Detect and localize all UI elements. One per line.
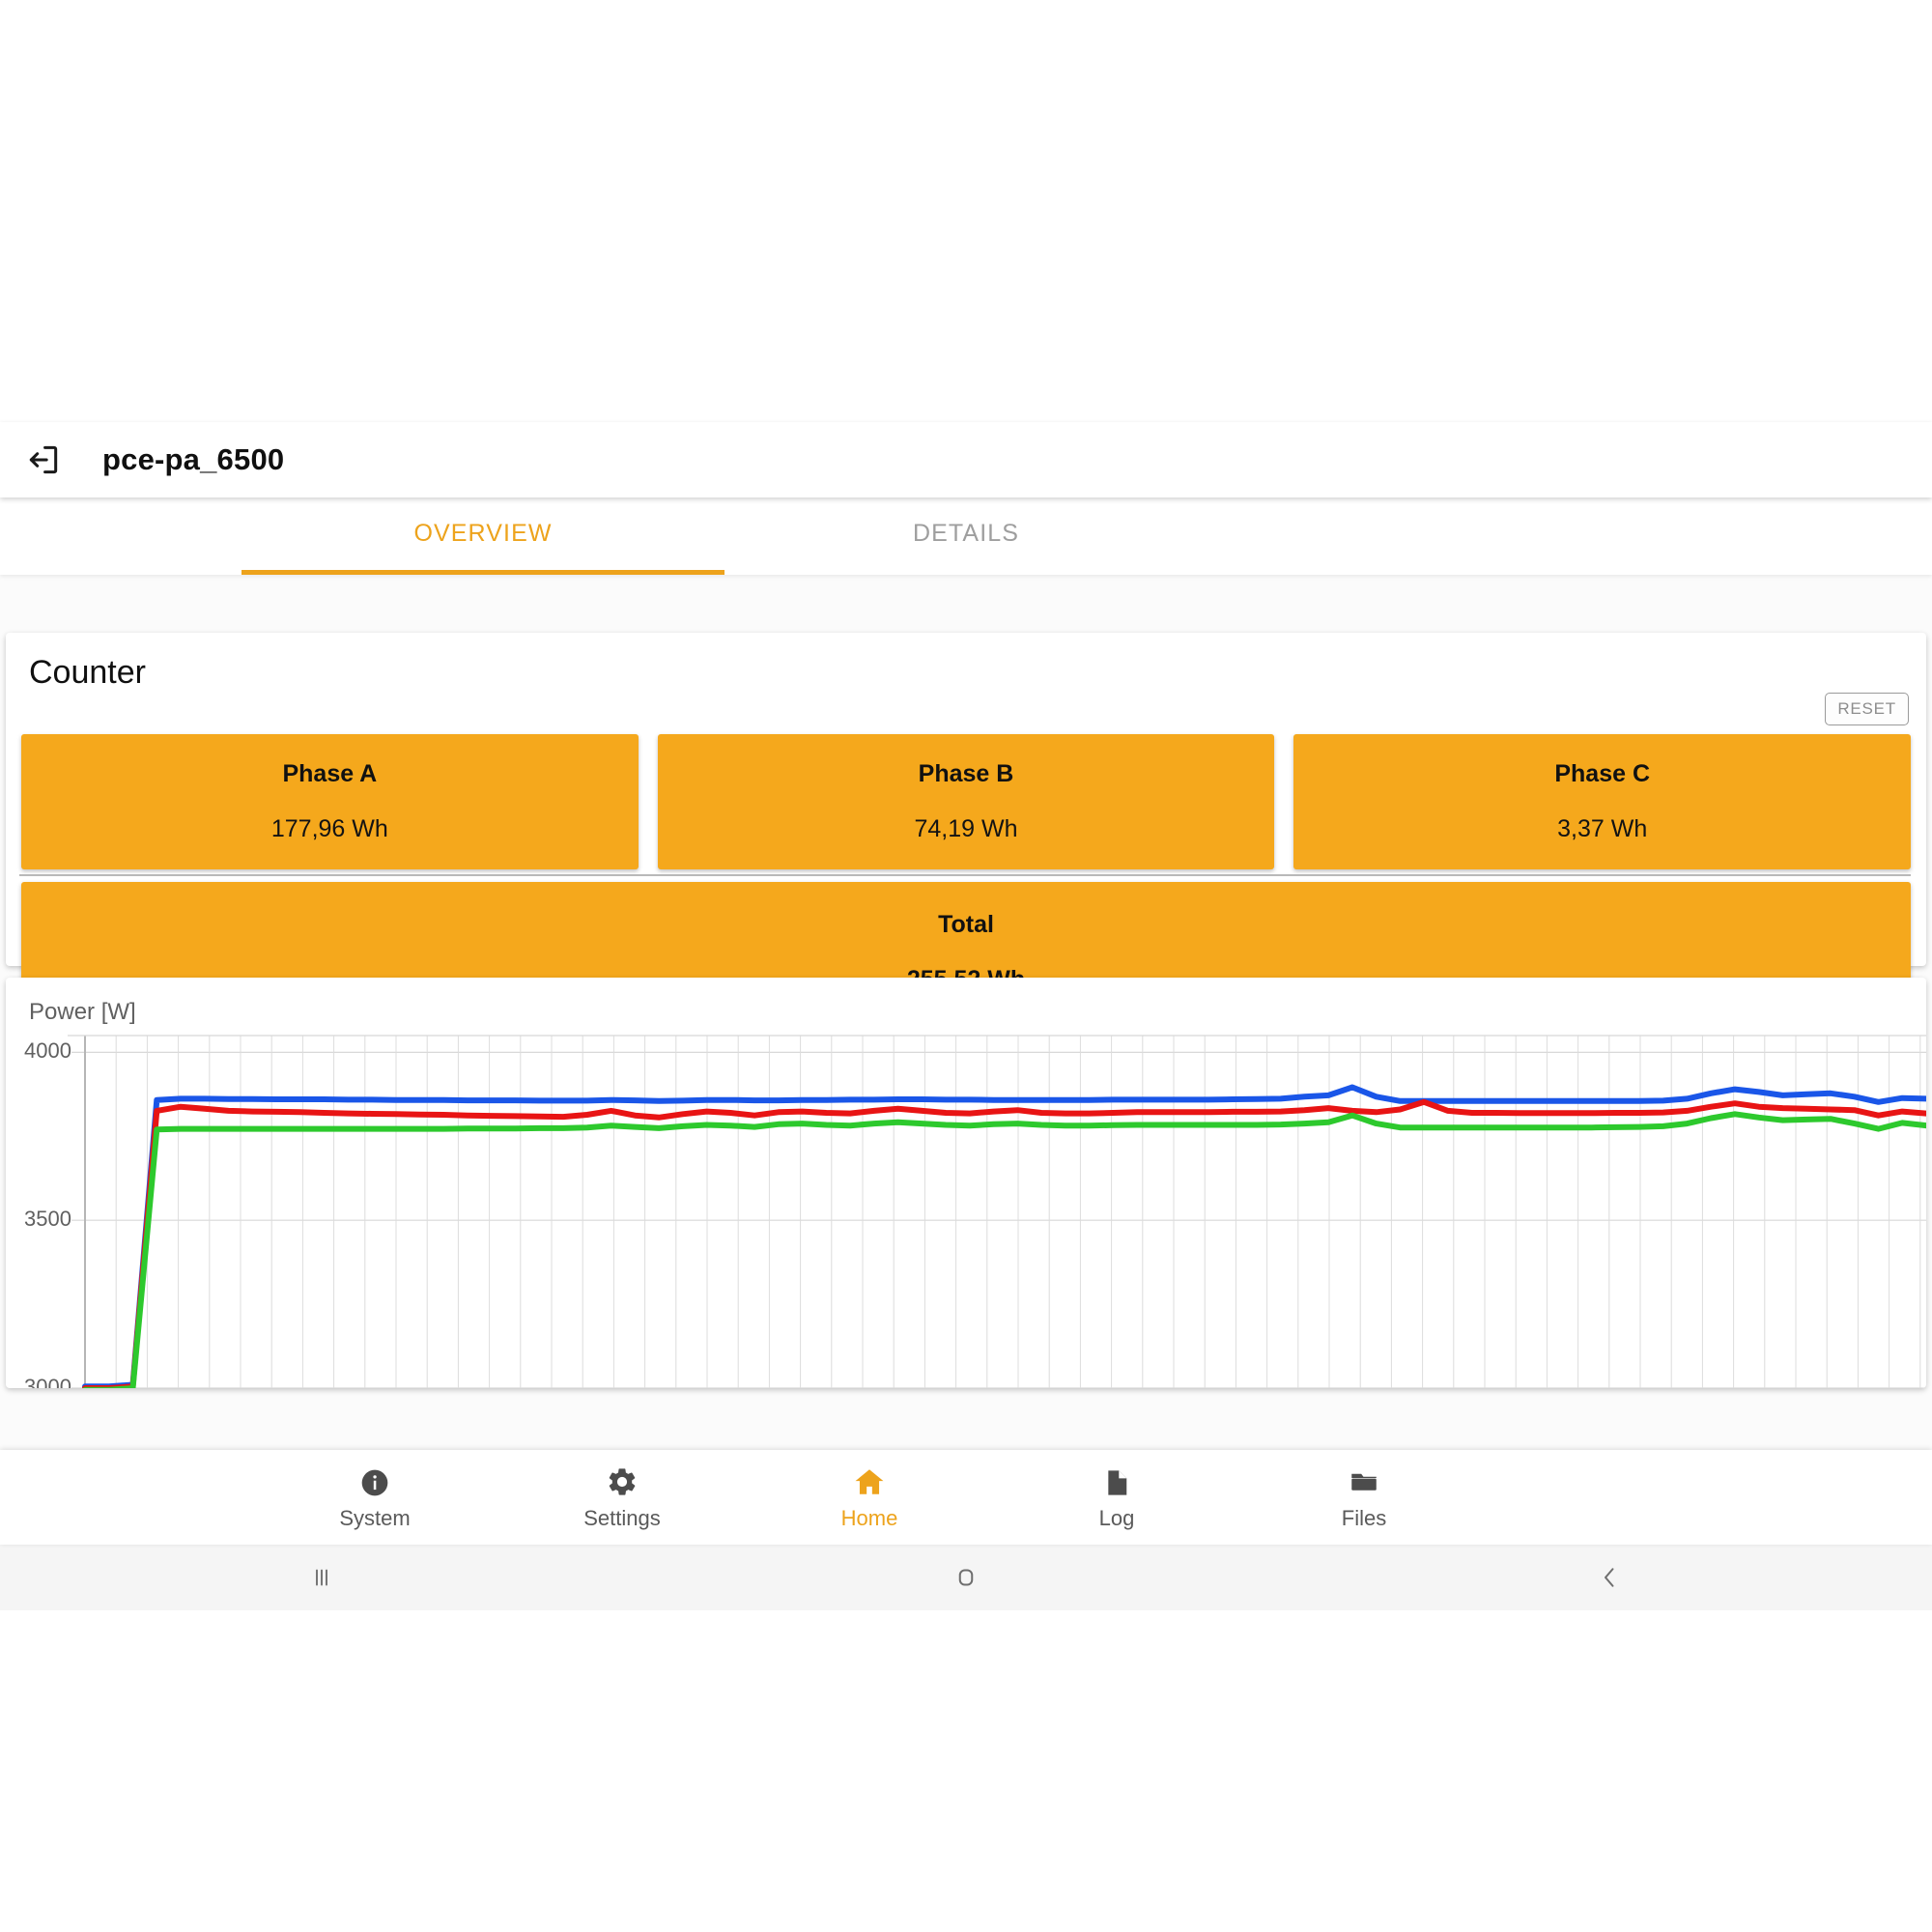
phase-a-label: Phase A bbox=[282, 760, 378, 787]
counter-card: Counter RESET Phase A 177,96 Wh Phase B … bbox=[6, 633, 1926, 1041]
nav-label-home: Home bbox=[840, 1506, 898, 1530]
nav-label-system: System bbox=[339, 1506, 411, 1530]
phase-c-label: Phase C bbox=[1554, 760, 1651, 787]
phase-card-c[interactable]: Phase C 3,37 Wh bbox=[1293, 734, 1912, 869]
phase-card-b[interactable]: Phase B 74,19 Wh bbox=[657, 734, 1275, 869]
phase-a-value: 177,96 Wh bbox=[270, 815, 388, 842]
power-line-chart bbox=[68, 1035, 1926, 1388]
back-chevron-icon[interactable] bbox=[1514, 1563, 1707, 1592]
chart-y-axis-title: Power [W] bbox=[29, 999, 136, 1025]
page-title: pce-pa_6500 bbox=[102, 442, 285, 476]
nav-label-settings: Settings bbox=[583, 1506, 661, 1530]
y-tick-3000: 3000 bbox=[24, 1375, 71, 1388]
tab-details[interactable]: DETAILS bbox=[724, 497, 1208, 575]
power-chart-card: Power [W] 4000 3500 3000 bbox=[6, 978, 1926, 1388]
counter-header: Counter RESET bbox=[6, 633, 1926, 729]
app-window: pce-pa_6500 OVERVIEW DETAILS Counter RES… bbox=[0, 422, 1932, 1545]
info-icon bbox=[359, 1463, 390, 1498]
tab-bar: OVERVIEW DETAILS bbox=[0, 497, 1932, 575]
home-square-icon[interactable] bbox=[869, 1563, 1063, 1592]
chart-plot-area[interactable]: 4000 3500 3000 bbox=[6, 978, 1926, 1388]
nav-item-log[interactable]: Log bbox=[993, 1463, 1240, 1531]
nav-item-system[interactable]: System bbox=[251, 1463, 498, 1531]
gear-icon bbox=[606, 1463, 639, 1498]
y-tick-4000: 4000 bbox=[24, 1038, 71, 1064]
reset-button[interactable]: RESET bbox=[1825, 693, 1909, 725]
phase-c-value: 3,37 Wh bbox=[1557, 815, 1648, 842]
folder-icon bbox=[1348, 1463, 1380, 1498]
nav-label-files: Files bbox=[1341, 1506, 1387, 1530]
recents-icon[interactable] bbox=[225, 1563, 418, 1592]
app-bar: pce-pa_6500 bbox=[0, 422, 1932, 497]
document-icon bbox=[1101, 1463, 1132, 1498]
total-label: Total bbox=[938, 911, 994, 938]
y-tick-3500: 3500 bbox=[24, 1207, 71, 1232]
nav-item-home[interactable]: Home bbox=[746, 1463, 993, 1531]
phase-b-label: Phase B bbox=[918, 760, 1014, 787]
nav-item-settings[interactable]: Settings bbox=[498, 1463, 746, 1531]
bottom-navigation: System Settings Home bbox=[0, 1450, 1932, 1545]
phase-row: Phase A 177,96 Wh Phase B 74,19 Wh Phase… bbox=[21, 734, 1912, 869]
home-icon bbox=[853, 1463, 886, 1498]
counter-title: Counter bbox=[29, 654, 146, 691]
phase-card-a[interactable]: Phase A 177,96 Wh bbox=[21, 734, 639, 869]
tab-overview-label: OVERVIEW bbox=[413, 519, 553, 547]
phase-b-value: 74,19 Wh bbox=[914, 815, 1018, 842]
nav-label-log: Log bbox=[1098, 1506, 1135, 1530]
tab-overview[interactable]: OVERVIEW bbox=[242, 497, 724, 575]
total-divider bbox=[19, 874, 1911, 876]
nav-item-files[interactable]: Files bbox=[1240, 1463, 1488, 1531]
tab-details-label: DETAILS bbox=[912, 519, 1020, 547]
android-system-nav-bar bbox=[0, 1545, 1932, 1610]
logout-icon[interactable] bbox=[23, 440, 64, 480]
